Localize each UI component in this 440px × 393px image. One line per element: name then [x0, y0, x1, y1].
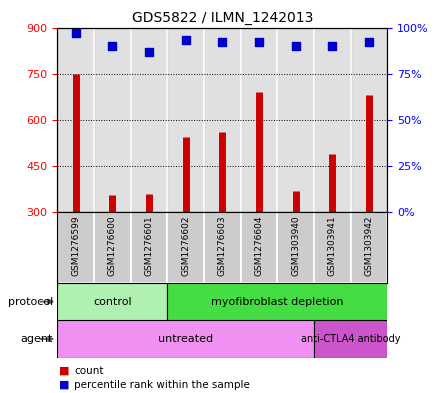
- Bar: [314, 320, 387, 358]
- Point: [109, 43, 116, 49]
- Bar: [57, 320, 314, 358]
- Bar: [277, 28, 314, 212]
- Bar: [94, 28, 131, 212]
- Bar: [277, 212, 314, 283]
- Text: GSM1276600: GSM1276600: [108, 216, 117, 276]
- Text: anti-CTLA4 antibody: anti-CTLA4 antibody: [301, 334, 400, 344]
- Point: [255, 39, 262, 46]
- Bar: [241, 28, 277, 212]
- Text: count: count: [74, 365, 103, 376]
- Bar: [167, 28, 204, 212]
- Point: [182, 37, 189, 44]
- Bar: [131, 28, 167, 212]
- Bar: [94, 212, 131, 283]
- Text: GSM1276603: GSM1276603: [218, 216, 227, 276]
- Point: [292, 43, 299, 49]
- Text: myofibroblast depletion: myofibroblast depletion: [211, 297, 344, 307]
- Text: GSM1276599: GSM1276599: [71, 216, 80, 276]
- Bar: [241, 212, 277, 283]
- Text: protocol: protocol: [7, 297, 53, 307]
- Text: ■: ■: [59, 380, 70, 390]
- Text: GSM1276604: GSM1276604: [254, 216, 264, 276]
- Bar: [351, 212, 387, 283]
- Text: control: control: [93, 297, 132, 307]
- Text: ■: ■: [59, 365, 70, 376]
- Text: percentile rank within the sample: percentile rank within the sample: [74, 380, 250, 390]
- Bar: [57, 28, 94, 212]
- Bar: [57, 212, 94, 283]
- Point: [329, 43, 336, 49]
- Text: GSM1303942: GSM1303942: [364, 216, 374, 276]
- Point: [72, 30, 79, 36]
- Point: [219, 39, 226, 46]
- Point: [365, 39, 372, 46]
- Bar: [204, 28, 241, 212]
- Bar: [351, 28, 387, 212]
- Bar: [204, 212, 241, 283]
- Bar: [314, 212, 351, 283]
- Bar: [167, 283, 387, 320]
- Text: agent: agent: [20, 334, 53, 344]
- Text: GSM1276601: GSM1276601: [144, 216, 154, 276]
- Title: GDS5822 / ILMN_1242013: GDS5822 / ILMN_1242013: [132, 11, 313, 25]
- Bar: [167, 212, 204, 283]
- Text: GSM1303941: GSM1303941: [328, 216, 337, 276]
- Bar: [57, 283, 167, 320]
- Text: GSM1303940: GSM1303940: [291, 216, 300, 276]
- Text: GSM1276602: GSM1276602: [181, 216, 190, 276]
- Bar: [131, 212, 167, 283]
- Text: untreated: untreated: [158, 334, 213, 344]
- Point: [145, 48, 152, 55]
- Bar: [314, 28, 351, 212]
